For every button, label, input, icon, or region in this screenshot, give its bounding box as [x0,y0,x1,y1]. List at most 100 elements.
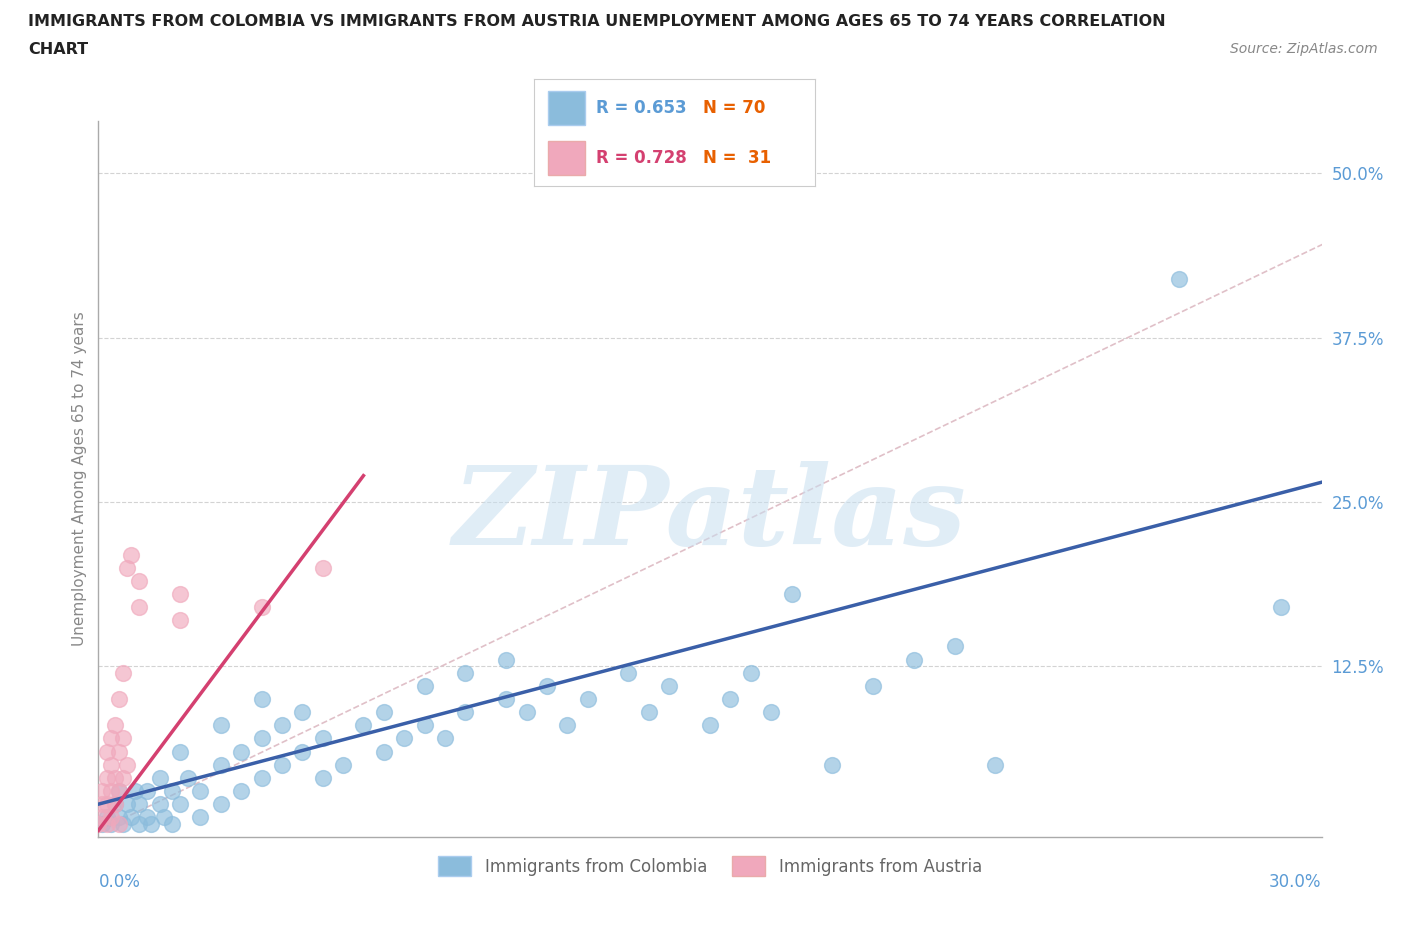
Point [536,679,558,694]
Point [169,613,191,628]
Point [250,731,273,746]
Point [761,705,783,720]
Point [231,744,253,759]
Point [270,757,294,772]
Point [209,757,232,772]
Point [108,784,131,799]
Point [413,718,436,733]
Point [312,770,335,785]
Text: 30.0%: 30.0% [1270,872,1322,891]
Point [352,718,374,733]
Point [250,692,273,707]
Point [136,810,159,825]
Point [91,797,114,812]
Point [392,731,416,746]
Point [91,784,114,799]
Point [100,731,122,746]
Point [149,797,172,812]
Point [128,817,150,831]
Point [136,784,159,799]
Text: IMMIGRANTS FROM COLOMBIA VS IMMIGRANTS FROM AUSTRIA UNEMPLOYMENT AMONG AGES 65 T: IMMIGRANTS FROM COLOMBIA VS IMMIGRANTS F… [28,14,1166,29]
Point [250,770,273,785]
Point [96,770,118,785]
Point [188,810,212,825]
Point [100,757,122,772]
Point [699,718,721,733]
FancyBboxPatch shape [548,91,585,125]
Text: Source: ZipAtlas.com: Source: ZipAtlas.com [1230,42,1378,56]
Point [495,692,517,707]
Point [291,705,314,720]
Point [104,770,127,785]
Point [413,679,436,694]
Point [96,810,118,825]
Point [120,547,142,562]
Point [111,770,134,785]
Point [637,705,661,720]
Point [108,744,131,759]
Point [312,560,335,575]
Y-axis label: Unemployment Among Ages 65 to 74 years: Unemployment Among Ages 65 to 74 years [72,312,87,646]
Point [104,797,127,812]
Text: N = 70: N = 70 [703,99,765,117]
Point [231,784,253,799]
Point [209,718,232,733]
Point [124,784,146,799]
Point [108,692,131,707]
Point [943,639,966,654]
Point [984,757,1007,772]
Point [160,817,183,831]
Point [555,718,579,733]
Point [291,744,314,759]
Point [658,679,681,694]
Point [91,817,114,831]
Point [576,692,599,707]
Point [209,797,232,812]
Point [115,560,138,575]
Point [332,757,354,772]
Point [373,744,395,759]
Point [111,731,134,746]
Point [100,817,122,831]
Text: ZIPatlas: ZIPatlas [453,461,967,568]
Point [96,744,118,759]
Point [1270,600,1292,615]
Point [104,718,127,733]
Point [111,817,134,831]
Point [617,665,640,680]
Point [115,797,138,812]
Point [862,679,884,694]
Point [149,770,172,785]
Point [111,665,134,680]
Point [454,665,477,680]
Point [104,797,127,812]
Point [160,784,183,799]
Point [128,573,150,588]
Point [780,587,803,602]
Point [903,652,925,667]
Point [100,810,122,825]
Point [454,705,477,720]
Text: N =  31: N = 31 [703,149,770,167]
Point [108,817,131,831]
Legend: Immigrants from Colombia, Immigrants from Austria: Immigrants from Colombia, Immigrants fro… [432,850,988,883]
Text: R = 0.728: R = 0.728 [596,149,688,167]
Text: 0.0%: 0.0% [98,872,141,891]
FancyBboxPatch shape [548,141,585,175]
Point [373,705,395,720]
Point [270,718,294,733]
Point [100,784,122,799]
Point [495,652,517,667]
Point [250,600,273,615]
Point [516,705,538,720]
Point [115,757,138,772]
Point [718,692,742,707]
Point [152,810,174,825]
Point [108,810,131,825]
Text: R = 0.653: R = 0.653 [596,99,686,117]
Point [128,797,150,812]
Point [108,784,131,799]
Point [740,665,762,680]
Point [141,817,163,831]
Point [91,810,114,825]
